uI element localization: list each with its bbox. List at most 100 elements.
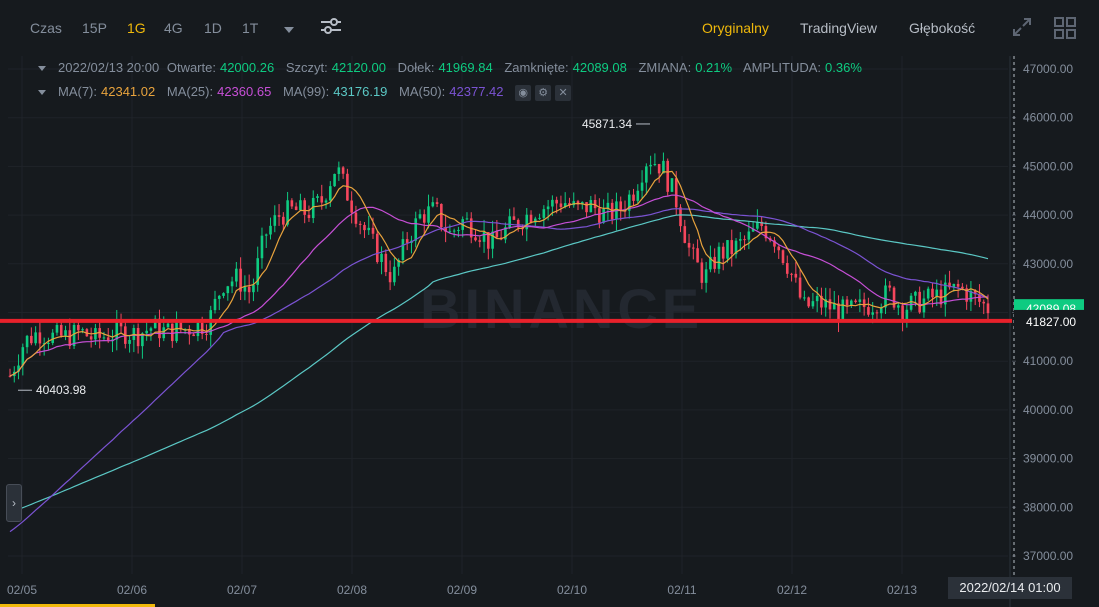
eye-icon[interactable]: ◉ [515, 84, 532, 101]
candle-body [854, 300, 857, 302]
expand-sidebar-button[interactable]: › [6, 484, 22, 522]
candle-body [965, 288, 968, 302]
candle-body [931, 288, 934, 298]
candle-body [867, 307, 870, 315]
x-tick-label: 02/10 [557, 583, 587, 597]
candle-body [747, 231, 751, 240]
candle-body [982, 301, 986, 304]
gear-icon[interactable]: ⚙ [535, 84, 552, 101]
interval-1h[interactable]: 1G [127, 20, 146, 36]
interval-15m[interactable]: 15P [82, 20, 107, 36]
candle-body [837, 303, 840, 320]
candle-body [551, 199, 554, 207]
candle-body [845, 299, 849, 306]
candle-body [294, 206, 298, 211]
interval-4h[interactable]: 4G [164, 20, 183, 36]
candle-body [106, 337, 110, 342]
ma50-value: 42377.42 [449, 84, 504, 99]
collapse-caret-icon[interactable] [38, 66, 46, 72]
candle-body [858, 299, 862, 302]
candle-body [785, 263, 789, 274]
candle-body [773, 240, 776, 247]
candle-body [448, 231, 452, 233]
close-label: Zamknięte: [504, 60, 569, 75]
candle-body [986, 303, 990, 314]
candle-body [781, 250, 785, 264]
candle-body [738, 239, 742, 241]
candle-body [918, 291, 921, 313]
candle-body [820, 295, 823, 308]
candle-body [337, 167, 341, 174]
collapse-caret-icon[interactable] [38, 90, 46, 96]
candle-body [879, 307, 883, 314]
candle-body [277, 215, 281, 217]
candle-body [756, 221, 759, 229]
ma99-line [9, 214, 989, 513]
fullscreen-button[interactable] [1012, 17, 1032, 42]
candle-body [572, 201, 576, 206]
candle-body [662, 160, 665, 174]
candle-body [222, 293, 225, 296]
candle-body [205, 333, 208, 335]
candle-body [213, 298, 217, 311]
candle-body [269, 225, 272, 235]
candle-body [320, 196, 324, 203]
expand-icon [1013, 18, 1031, 36]
candle-body [59, 325, 63, 336]
y-tick-label: 37000.00 [1023, 549, 1073, 563]
more-intervals-dropdown[interactable] [284, 18, 294, 38]
view-original-tab[interactable]: Oryginalny [702, 20, 769, 36]
change-label: ZMIANA: [638, 60, 692, 75]
x-tick-label: 02/05 [7, 583, 37, 597]
candle-body [405, 239, 409, 243]
candle-body [598, 208, 601, 223]
candle-body [47, 343, 50, 345]
candle-body [862, 299, 866, 308]
chevron-right-icon: › [12, 496, 16, 510]
candle-body [632, 194, 635, 201]
interval-1w[interactable]: 1T [242, 20, 259, 36]
candle-body [687, 242, 691, 248]
x-tick-label: 02/07 [227, 583, 257, 597]
candle-body [978, 294, 981, 302]
candle-body [72, 324, 76, 347]
candle-body [495, 231, 499, 238]
low-mark-label: 40403.98 [36, 383, 86, 397]
candle-body [350, 200, 353, 213]
layout-grid-button[interactable] [1054, 17, 1076, 44]
candle-body [145, 330, 148, 334]
amplitude-value: 0.36% [825, 60, 862, 75]
ma25-label: MA(25): [166, 84, 214, 99]
candle-body [307, 214, 311, 219]
interval-1d[interactable]: 1D [204, 20, 222, 36]
view-depth-tab[interactable]: Głębokość [909, 20, 976, 36]
candle-body [102, 337, 106, 339]
ohlc-info-row: 2022/02/13 20:00 Otwarte: 42000.26 Szczyt… [38, 60, 870, 75]
candle-body [888, 285, 892, 288]
chart-area[interactable] [0, 56, 1099, 607]
high-value: 42120.00 [331, 60, 386, 75]
candle-body [474, 237, 477, 241]
candle-body [235, 268, 238, 282]
candle-body [884, 285, 887, 308]
candle-body [444, 226, 447, 232]
candle-body [162, 327, 166, 339]
candle-body [115, 321, 119, 340]
close-icon[interactable]: ✕ [555, 84, 572, 101]
candle-body [354, 212, 358, 224]
candle-body [77, 324, 80, 331]
candle-body [25, 335, 29, 348]
candle-body [700, 262, 704, 283]
view-tradingview-tab[interactable]: TradingView [800, 20, 878, 36]
candle-body [200, 322, 204, 334]
indicator-settings-button[interactable] [320, 16, 342, 41]
interval-time[interactable]: Czas [30, 20, 62, 36]
candle-body [832, 303, 836, 310]
candle-body [973, 290, 977, 295]
candle-body [555, 199, 558, 204]
candle-body [892, 287, 896, 308]
candle-body [260, 235, 264, 259]
candle-body [709, 256, 712, 270]
open-value: 42000.26 [219, 60, 275, 75]
